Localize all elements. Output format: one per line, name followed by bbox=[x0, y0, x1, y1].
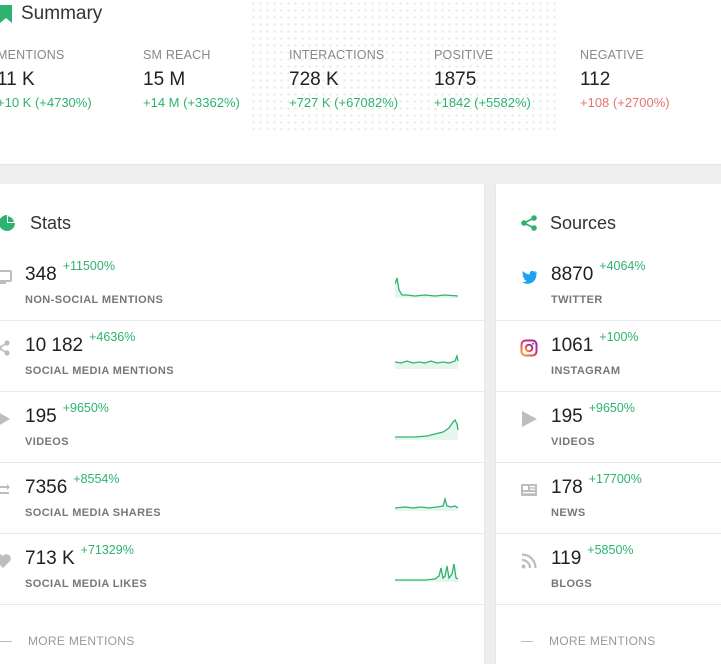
source-row-videos[interactable]: 195 +9650% VIDEOS bbox=[496, 392, 721, 463]
metric-negative[interactable]: NEGATIVE 112 +108 (+2700%) bbox=[580, 48, 670, 110]
twitter-icon bbox=[521, 270, 537, 284]
metric-delta: +14 M (+3362%) bbox=[143, 95, 240, 110]
metric-label: INTERACTIONS bbox=[289, 48, 385, 62]
source-label: TWITTER bbox=[551, 294, 603, 306]
stats-row-social-media-mentions[interactable]: 10 182 +4636% SOCIAL MEDIA MENTIONS bbox=[0, 321, 484, 392]
sources-more-mentions-link[interactable]: MORE MENTIONS bbox=[521, 634, 656, 648]
stat-change: +11500% bbox=[62, 259, 115, 273]
metric-value: 15 M bbox=[143, 69, 186, 90]
source-label: BLOGS bbox=[551, 578, 593, 590]
stats-row-non-social-mentions[interactable]: 348 +11500% NON-SOCIAL MENTIONS bbox=[0, 250, 484, 321]
play-icon bbox=[0, 413, 10, 425]
source-change: +17700% bbox=[588, 472, 642, 486]
metric-value: 11 K bbox=[0, 69, 35, 90]
source-label: INSTAGRAM bbox=[551, 365, 621, 377]
stat-change: +9650% bbox=[62, 401, 109, 415]
pie-chart-icon bbox=[0, 215, 15, 231]
source-value: 119 bbox=[551, 548, 582, 569]
share-icon bbox=[0, 340, 10, 356]
source-row-instagram[interactable]: 1061 +100% INSTAGRAM bbox=[496, 321, 721, 392]
stats-header: Stats bbox=[0, 210, 71, 236]
source-change: +100% bbox=[599, 330, 639, 344]
source-change: +5850% bbox=[587, 543, 634, 557]
world-map-background bbox=[250, 0, 560, 130]
source-change: +9650% bbox=[588, 401, 635, 415]
stat-label: NON-SOCIAL MENTIONS bbox=[25, 294, 164, 306]
metric-delta: +1842 (+5582%) bbox=[434, 95, 531, 110]
stat-value: 10 182 bbox=[25, 335, 84, 356]
stats-title: Stats bbox=[30, 212, 72, 233]
metric-value: 728 K bbox=[289, 69, 339, 90]
repost-icon bbox=[0, 484, 10, 494]
instagram-icon bbox=[520, 339, 538, 357]
source-row-blogs[interactable]: 119 +5850% BLOGS bbox=[496, 534, 721, 605]
stat-change: +71329% bbox=[80, 543, 134, 557]
source-value: 8870 bbox=[551, 264, 594, 285]
sources-card: Sources 8870 +4064% TWITTER 1061 +100% INS… bbox=[496, 184, 721, 664]
metric-label: POSITIVE bbox=[434, 48, 494, 62]
play-icon bbox=[522, 411, 537, 427]
stat-label: SOCIAL MEDIA SHARES bbox=[25, 507, 161, 519]
metric-label: SM REACH bbox=[143, 48, 211, 62]
stat-value: 713 K bbox=[25, 548, 75, 569]
source-value: 178 bbox=[551, 477, 583, 498]
news-icon bbox=[521, 484, 537, 496]
stat-change: +4636% bbox=[89, 330, 136, 344]
metric-sm-reach[interactable]: SM REACH 15 M +14 M (+3362%) bbox=[143, 48, 240, 110]
rss-icon bbox=[521, 553, 537, 569]
metric-delta: +727 K (+67082%) bbox=[289, 95, 399, 110]
stat-value: 7356 bbox=[25, 477, 68, 498]
stat-label: SOCIAL MEDIA LIKES bbox=[25, 578, 148, 590]
summary-header: Summary bbox=[0, 3, 102, 25]
summary-panel: Summary MENTIONS 11 K +10 K (+4730%) SM … bbox=[0, 0, 721, 165]
metric-delta: +10 K (+4730%) bbox=[0, 95, 92, 110]
metric-label: NEGATIVE bbox=[580, 48, 644, 62]
metric-label: MENTIONS bbox=[0, 48, 65, 62]
metric-mentions[interactable]: MENTIONS 11 K +10 K (+4730%) bbox=[0, 48, 92, 110]
stats-row-social-media-likes[interactable]: 713 K +71329% SOCIAL MEDIA LIKES bbox=[0, 534, 484, 605]
stat-label: SOCIAL MEDIA MENTIONS bbox=[25, 365, 174, 377]
sources-header: Sources bbox=[520, 210, 616, 236]
stat-change: +8554% bbox=[73, 472, 120, 486]
stats-card: Stats 348 +11500% NON-SOCIAL MENTIONS 10 … bbox=[0, 184, 484, 664]
sparkline-chart bbox=[395, 418, 459, 440]
monitor-icon bbox=[0, 270, 12, 284]
sources-title: Sources bbox=[550, 212, 617, 233]
sparkline-chart bbox=[395, 496, 459, 511]
share-icon bbox=[521, 215, 537, 231]
metric-delta: +108 (+2700%) bbox=[580, 95, 670, 110]
source-row-news[interactable]: 178 +17700% NEWS bbox=[496, 463, 721, 534]
summary-title: Summary bbox=[21, 3, 103, 24]
more-mentions-label: MORE MENTIONS bbox=[549, 634, 656, 648]
metric-value: 112 bbox=[580, 69, 611, 90]
source-value: 1061 bbox=[551, 335, 594, 356]
metric-value: 1875 bbox=[434, 69, 477, 90]
heart-icon bbox=[0, 554, 11, 568]
source-change: +4064% bbox=[599, 259, 646, 273]
stats-row-social-media-shares[interactable]: 7356 +8554% SOCIAL MEDIA SHARES bbox=[0, 463, 484, 534]
dash-icon bbox=[0, 640, 12, 642]
stat-label: VIDEOS bbox=[25, 436, 69, 448]
dash-icon bbox=[521, 640, 533, 642]
more-mentions-label: MORE MENTIONS bbox=[28, 634, 135, 648]
stats-more-mentions-link[interactable]: MORE MENTIONS bbox=[0, 634, 135, 648]
sparkline-chart bbox=[395, 353, 459, 369]
stats-row-videos[interactable]: 195 +9650% VIDEOS bbox=[0, 392, 484, 463]
stat-value: 195 bbox=[25, 406, 57, 427]
sparkline-chart bbox=[395, 277, 459, 298]
source-value: 195 bbox=[551, 406, 583, 427]
bookmark-flag-icon bbox=[0, 5, 12, 23]
metric-interactions[interactable]: INTERACTIONS 728 K +727 K (+67082%) bbox=[289, 48, 398, 110]
sparkline-chart bbox=[395, 563, 459, 582]
metric-positive[interactable]: POSITIVE 1875 +1842 (+5582%) bbox=[434, 48, 531, 110]
stat-value: 348 bbox=[25, 264, 57, 285]
source-row-twitter[interactable]: 8870 +4064% TWITTER bbox=[496, 250, 721, 321]
source-label: VIDEOS bbox=[551, 436, 595, 448]
source-label: NEWS bbox=[551, 507, 586, 519]
